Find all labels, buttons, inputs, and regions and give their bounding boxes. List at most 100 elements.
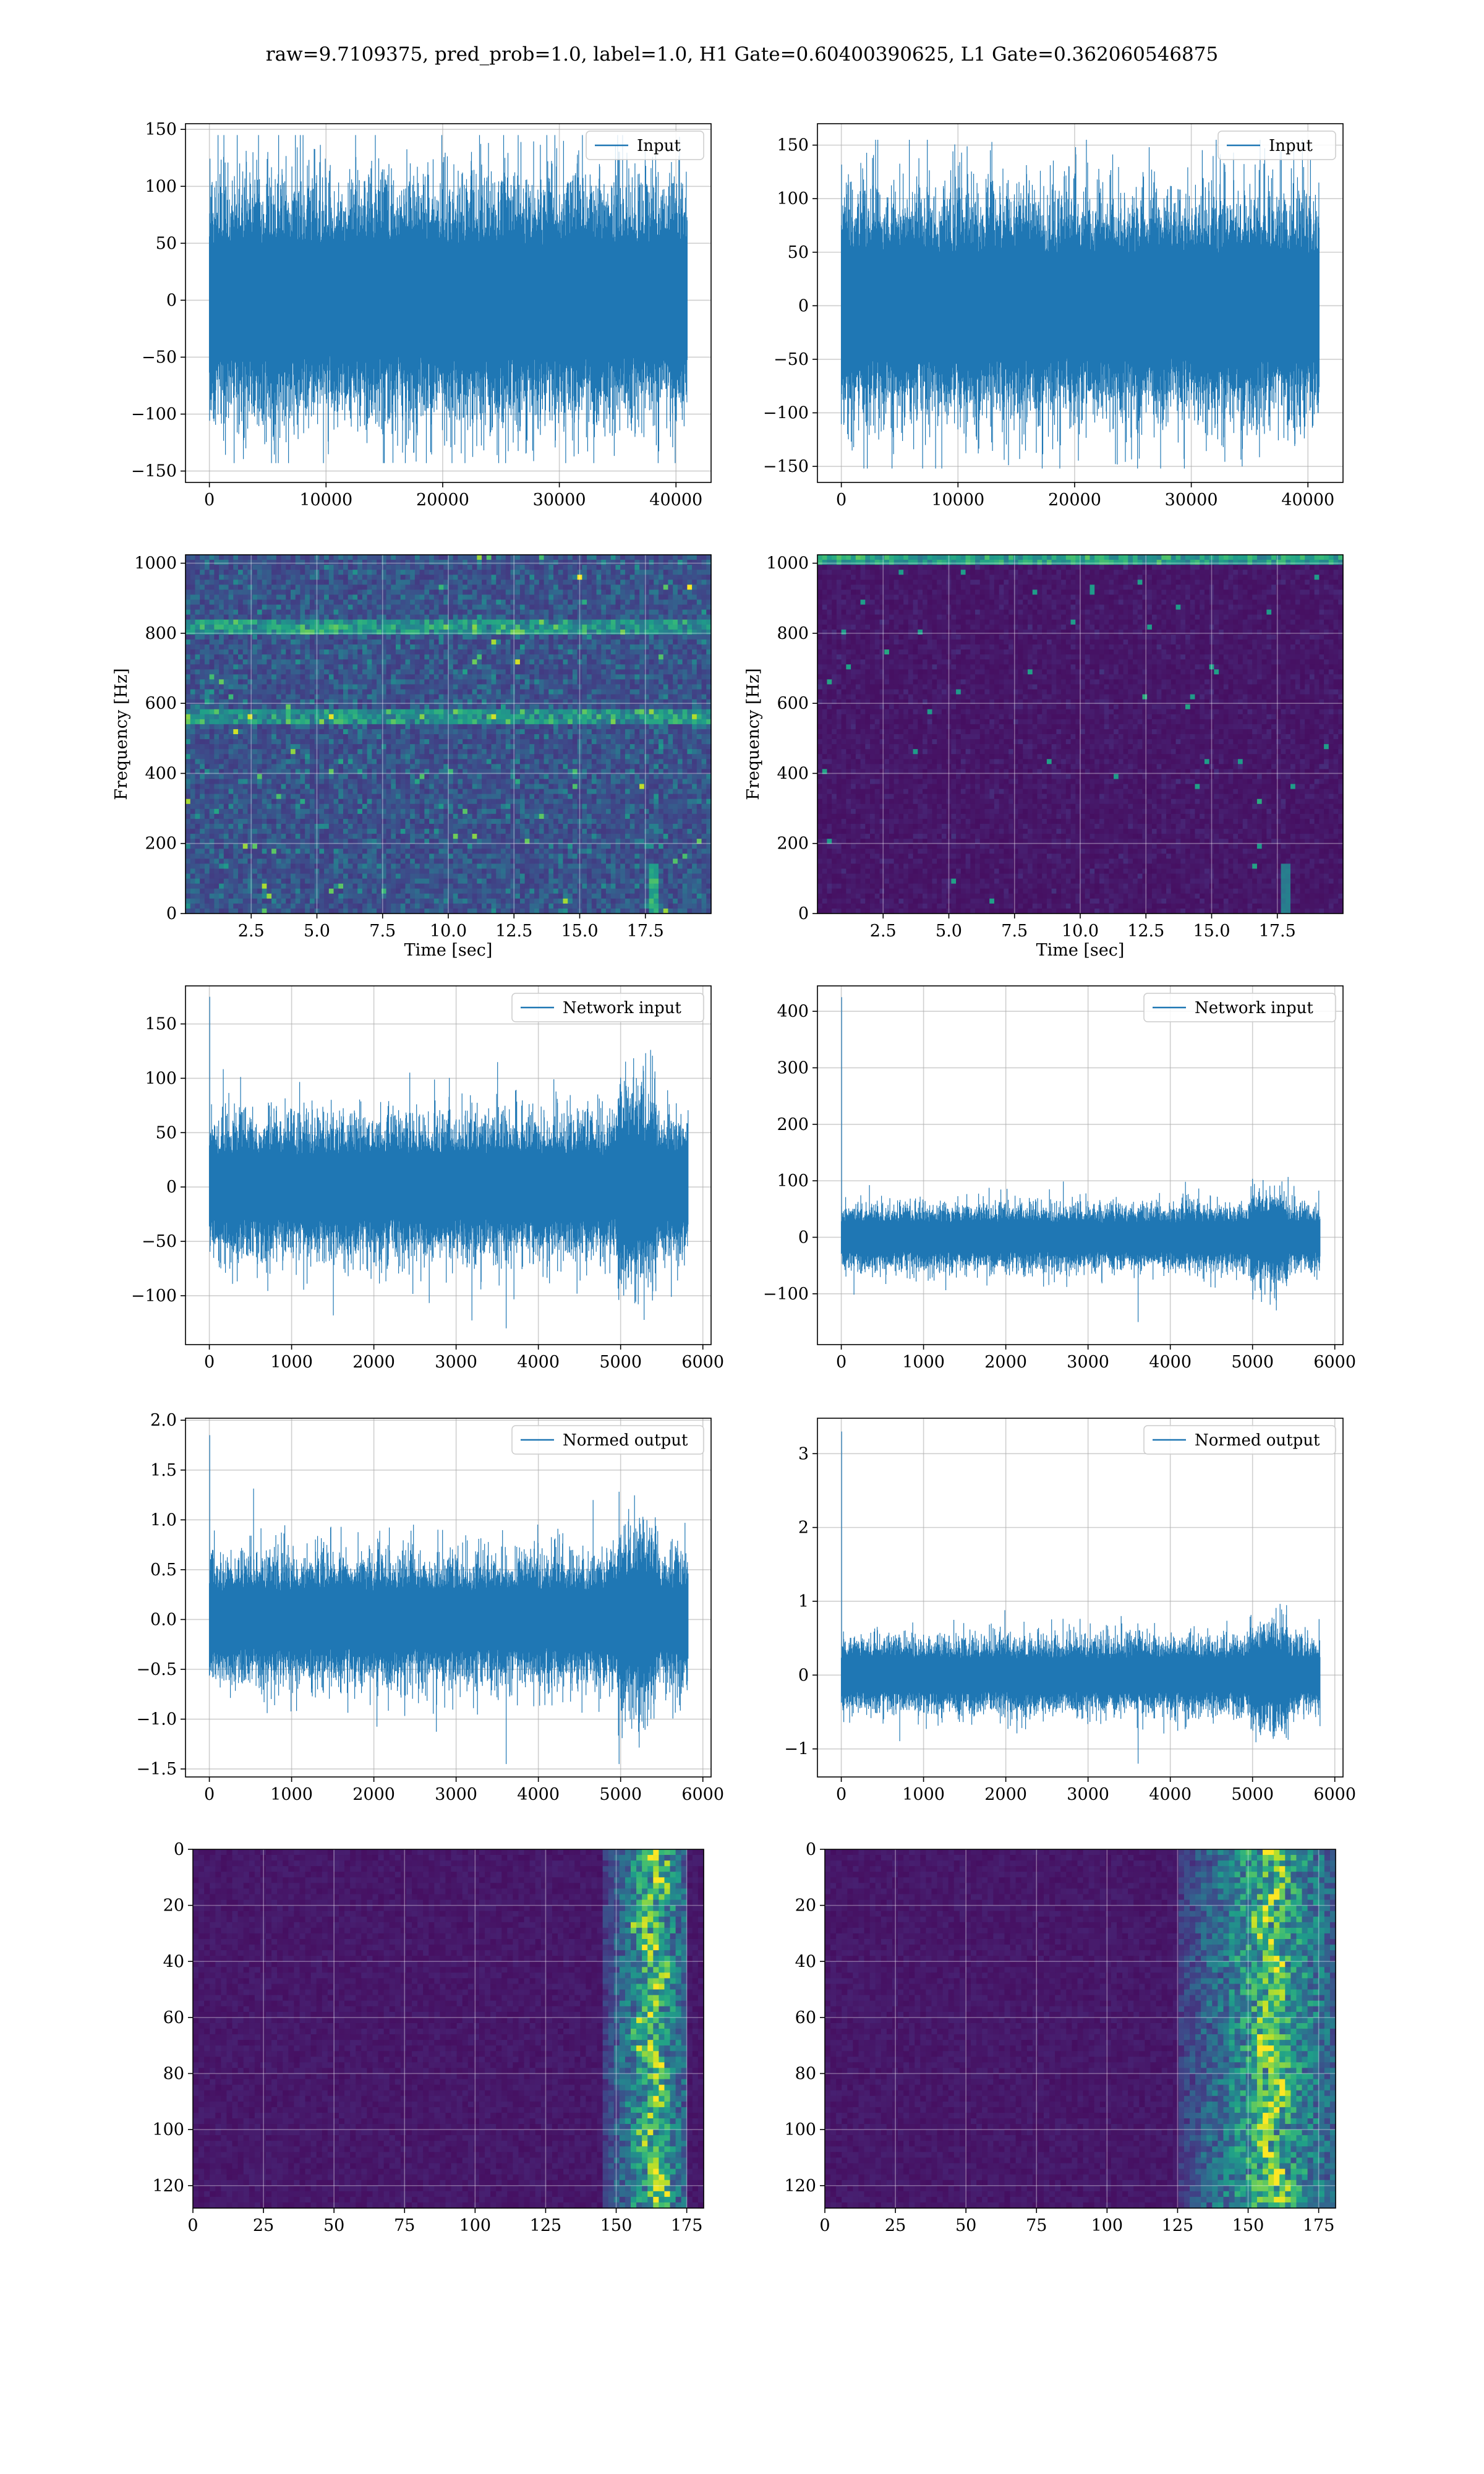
heatmap-cell [506, 744, 511, 750]
heatmap-cell [548, 695, 553, 700]
heatmap-cell [601, 605, 606, 610]
heatmap-cell [377, 610, 382, 615]
heatmap-cell [702, 729, 707, 735]
heatmap-cell [195, 600, 200, 606]
heatmap-cell [496, 709, 501, 715]
heatmap-cell [606, 620, 611, 625]
heatmap-cell [190, 625, 195, 630]
heatmap-cell [630, 709, 635, 715]
heatmap-cell [663, 625, 668, 630]
heatmap-cell [639, 640, 644, 645]
heatmap-cell [262, 679, 267, 685]
heatmap-cell [525, 654, 530, 660]
heatmap-cell [377, 575, 382, 580]
heatmap-cell [506, 700, 511, 705]
heatmap-cell [296, 620, 301, 625]
heatmap-cell [548, 664, 553, 670]
heatmap-cell [291, 744, 296, 750]
heatmap-cell [482, 700, 487, 705]
heatmap-cell [200, 700, 205, 705]
heatmap-cell [625, 744, 630, 750]
heatmap-cell [463, 700, 467, 705]
heatmap-cell [697, 630, 702, 635]
heatmap-cell [472, 700, 477, 705]
heatmap-cell [348, 575, 353, 580]
heatmap-cell [420, 734, 425, 740]
heatmap-cell [601, 600, 606, 606]
heatmap-cell [247, 649, 252, 655]
heatmap-cell [429, 754, 434, 760]
heatmap-cell [338, 640, 343, 645]
heatmap-cell [252, 719, 257, 725]
heatmap-cell [663, 704, 668, 710]
heatmap-cell [362, 669, 367, 675]
heatmap-cell [310, 625, 315, 630]
heatmap-cell [683, 560, 688, 565]
heatmap-cell [257, 709, 262, 715]
heatmap-cell [683, 600, 688, 606]
heatmap-cell [343, 560, 348, 565]
heatmap-cell [630, 729, 635, 735]
heatmap-cell [649, 615, 654, 620]
heatmap-cell [448, 674, 453, 680]
heatmap-cell [305, 690, 310, 695]
heatmap-cell [553, 620, 558, 625]
heatmap-cell [520, 759, 525, 764]
heatmap-cell [687, 709, 692, 715]
heatmap-cell [472, 759, 477, 764]
heatmap-cell [496, 664, 501, 670]
heatmap-cell [372, 575, 377, 580]
heatmap-cell [291, 605, 296, 610]
heatmap-cell [200, 764, 205, 769]
heatmap-cell [195, 555, 200, 560]
heatmap-cell [310, 674, 315, 680]
heatmap-cell [553, 584, 558, 590]
heatmap-cell [271, 630, 276, 635]
heatmap-cell [300, 615, 305, 620]
heatmap-cell [205, 605, 210, 610]
heatmap-cell [525, 610, 530, 615]
heatmap-cell [601, 684, 606, 690]
heatmap-cell [200, 664, 205, 670]
heatmap-cell [429, 724, 434, 730]
heatmap-cell [386, 729, 391, 735]
heatmap-cell [233, 625, 238, 630]
heatmap-cell [510, 774, 515, 779]
heatmap-cell [396, 589, 401, 595]
heatmap-cell [300, 625, 305, 630]
heatmap-cell [334, 764, 339, 769]
heatmap-cell [573, 669, 578, 675]
heatmap-cell [649, 664, 654, 670]
heatmap-cell [597, 714, 602, 720]
heatmap-cell [338, 724, 343, 730]
heatmap-cell [281, 744, 286, 750]
heatmap-cell [296, 669, 301, 675]
heatmap-cell [453, 610, 458, 615]
heatmap-cell [639, 679, 644, 685]
heatmap-cell [200, 570, 205, 575]
heatmap-cell [496, 565, 501, 570]
heatmap-cell [210, 565, 215, 570]
heatmap-cell [506, 749, 511, 755]
heatmap-cell [186, 700, 190, 705]
heatmap-cell [697, 589, 702, 595]
heatmap-cell [391, 625, 396, 630]
heatmap-cell [515, 630, 520, 635]
heatmap-cell [534, 724, 539, 730]
heatmap-cell [386, 640, 391, 645]
heatmap-cell [348, 600, 353, 606]
heatmap-cell [501, 640, 506, 645]
heatmap-cell [281, 695, 286, 700]
heatmap-cell [367, 584, 372, 590]
heatmap-cell [415, 690, 420, 695]
heatmap-cell [214, 630, 219, 635]
heatmap-cell [592, 575, 597, 580]
heatmap-cell [601, 630, 606, 635]
heatmap-cell [482, 630, 487, 635]
heatmap-cell [697, 610, 702, 615]
heatmap-cell [458, 759, 463, 764]
heatmap-cell [271, 684, 276, 690]
heatmap-cell [487, 674, 492, 680]
heatmap-cell [247, 580, 252, 585]
heatmap-cell [630, 630, 635, 635]
